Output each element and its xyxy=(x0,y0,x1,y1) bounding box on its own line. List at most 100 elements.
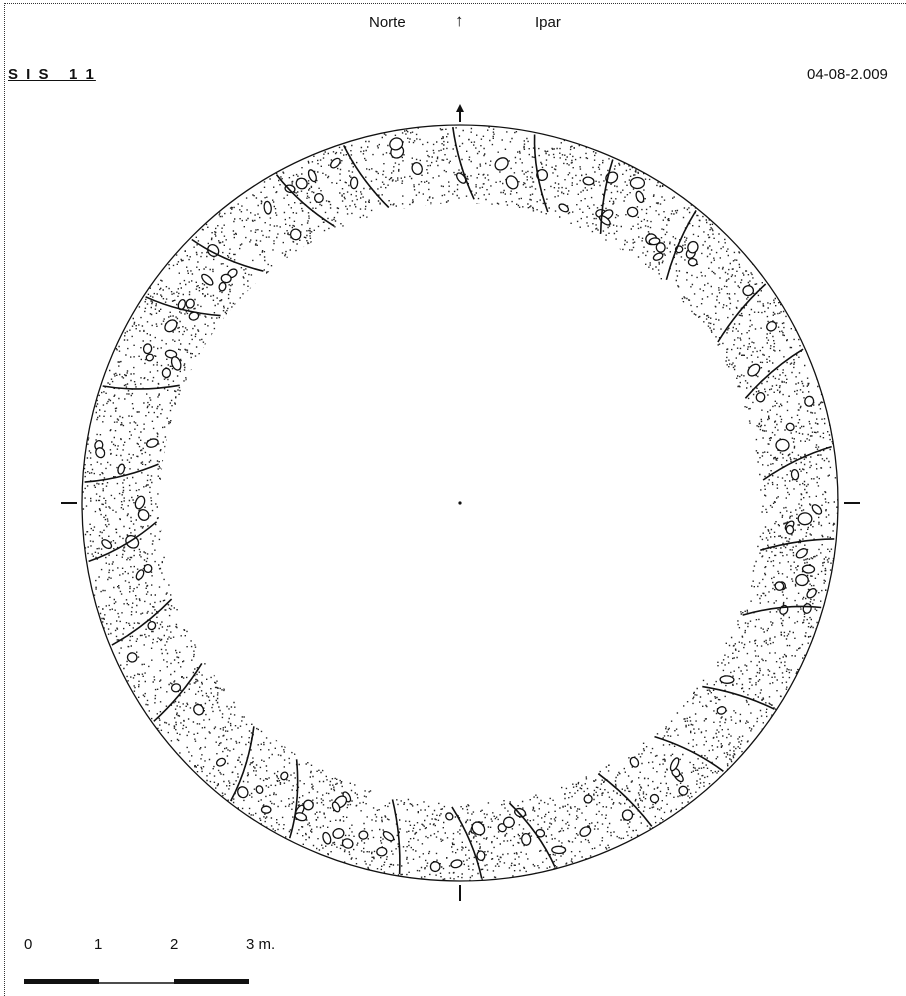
stone xyxy=(551,845,567,855)
stone xyxy=(649,793,660,804)
stone xyxy=(582,176,595,186)
segment-line xyxy=(702,685,775,710)
north-label-spanish: Norte xyxy=(369,14,406,31)
segment-line xyxy=(191,238,264,272)
stone xyxy=(341,838,354,849)
stone xyxy=(143,563,153,574)
segment-line xyxy=(717,283,767,343)
stone xyxy=(669,757,680,772)
stone xyxy=(170,356,182,371)
stone xyxy=(126,652,138,663)
stone xyxy=(648,237,661,246)
stone xyxy=(134,495,146,510)
segment-line xyxy=(451,806,483,879)
stone xyxy=(220,273,232,284)
stone xyxy=(95,447,106,459)
stone xyxy=(218,281,227,292)
scale-tick-1: 1 xyxy=(94,936,103,953)
north-arrow-icon: ↑ xyxy=(455,11,464,30)
stone xyxy=(237,786,249,799)
segment-line xyxy=(452,126,475,200)
stone xyxy=(535,828,546,838)
stone xyxy=(790,468,800,481)
segment-line xyxy=(84,463,159,483)
segment-line xyxy=(508,802,556,868)
stone xyxy=(716,706,727,715)
stone xyxy=(678,785,689,796)
stone xyxy=(785,524,795,535)
stone xyxy=(429,861,441,873)
stone xyxy=(295,177,308,190)
stone xyxy=(801,564,816,574)
stone xyxy=(322,831,332,845)
stone xyxy=(583,794,593,804)
stone xyxy=(411,161,423,176)
scale-tick-3: 3 m. xyxy=(246,936,276,953)
stone xyxy=(170,683,182,693)
scale-tick-0: 0 xyxy=(24,936,33,953)
stone xyxy=(263,200,272,215)
segment-line xyxy=(762,445,832,481)
stone xyxy=(145,353,154,362)
stone xyxy=(101,539,113,550)
stone xyxy=(147,621,157,631)
stone xyxy=(450,859,463,869)
stone xyxy=(358,830,369,840)
scale-bar-segment-3 xyxy=(174,979,249,984)
stone xyxy=(629,756,640,768)
stone xyxy=(635,190,645,204)
stone xyxy=(774,581,785,591)
segment-line xyxy=(288,759,299,839)
stone xyxy=(307,169,317,183)
stone xyxy=(806,588,817,599)
scale-bar xyxy=(24,979,249,984)
stone xyxy=(302,799,314,811)
site-code-title: S I S 1 1 xyxy=(8,66,96,83)
stone xyxy=(502,816,515,829)
stone xyxy=(652,252,664,261)
stone xyxy=(349,176,359,190)
stone xyxy=(164,319,178,333)
stone xyxy=(330,157,341,169)
ring-outer-edge xyxy=(81,124,839,882)
ring-stones xyxy=(94,137,823,873)
stone xyxy=(137,509,150,521)
stone xyxy=(766,321,777,332)
stone xyxy=(185,298,195,309)
stone xyxy=(785,422,795,432)
stone xyxy=(146,438,159,448)
stone xyxy=(382,830,395,842)
segment-line xyxy=(111,598,173,646)
stone xyxy=(521,832,532,846)
ring-segment-lines xyxy=(84,126,835,879)
stone xyxy=(742,285,755,297)
stone xyxy=(775,438,790,452)
segment-line xyxy=(145,296,221,317)
segment-line xyxy=(742,605,822,616)
segment-line xyxy=(88,521,158,563)
segment-line xyxy=(533,134,549,213)
stone xyxy=(389,137,404,151)
stone xyxy=(471,821,486,836)
stone xyxy=(135,569,145,581)
stone xyxy=(331,801,341,813)
stone xyxy=(579,826,592,837)
stone xyxy=(655,242,666,253)
page-frame xyxy=(4,3,906,996)
stone xyxy=(280,771,289,781)
stone xyxy=(164,349,178,359)
stone xyxy=(255,785,264,794)
segment-line xyxy=(597,773,653,827)
stone xyxy=(289,228,302,241)
stone xyxy=(201,273,214,286)
segment-line xyxy=(342,145,390,209)
stone xyxy=(629,176,646,190)
center-point xyxy=(458,501,462,505)
scale-tick-2: 2 xyxy=(170,936,179,953)
north-marker xyxy=(456,104,464,122)
stone xyxy=(719,675,735,684)
stone xyxy=(687,240,699,254)
segment-line xyxy=(275,174,335,227)
stone xyxy=(193,703,205,716)
